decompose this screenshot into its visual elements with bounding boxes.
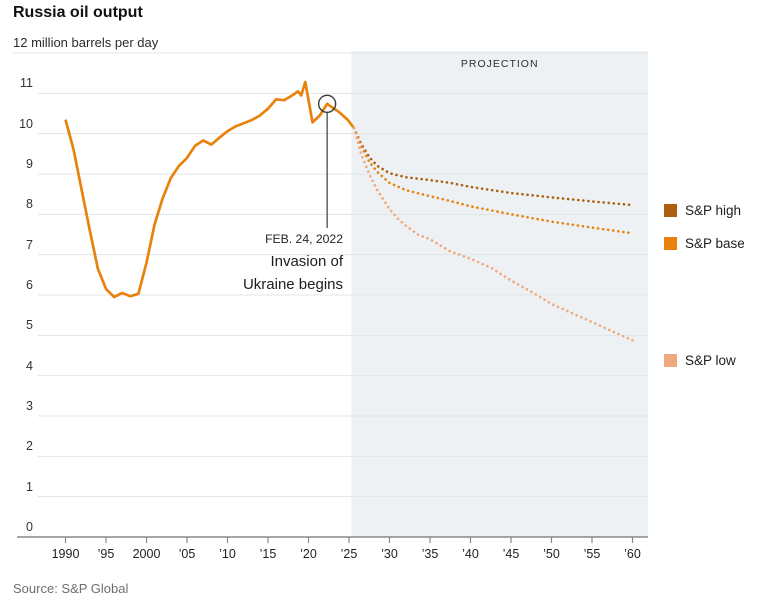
chart-title: Russia oil output: [13, 4, 143, 21]
y-tick-label: 3: [26, 399, 33, 413]
y-tick-label: 0: [26, 520, 33, 534]
annotation-text-line1: Invasion of: [270, 253, 343, 270]
x-tick-label: ’40: [462, 547, 479, 561]
y-tick-label: 11: [20, 76, 33, 91]
y-tick-label: 4: [26, 358, 33, 373]
series-line-historical: [64, 80, 355, 299]
x-tick-label: ’95: [97, 547, 115, 561]
event-circle-marker: [317, 94, 337, 114]
y-tick-label: 2: [26, 439, 33, 454]
series-line-s-p-low: [352, 126, 634, 342]
annotation-date: FEB. 24, 2022: [265, 232, 343, 246]
projection-region: [351, 51, 648, 537]
y-tick-label: 8: [26, 197, 33, 212]
legend-item-sp-base: S&P base: [664, 236, 745, 251]
legend-item-sp-low: S&P low: [664, 353, 736, 368]
sp-high-swatch: [664, 204, 677, 217]
sp-low-label: S&P low: [685, 353, 736, 368]
x-tick-label: 2000: [132, 547, 161, 561]
y-tick-label: 1: [26, 479, 33, 494]
y-tick-label: 10: [19, 116, 33, 131]
y-tick-label: 7: [26, 237, 33, 252]
x-tick-label: ’50: [543, 547, 560, 561]
sp-base-swatch: [664, 237, 677, 250]
y-tick-label: 9: [26, 157, 33, 171]
series-line-s-p-base: [352, 126, 634, 235]
sp-low-swatch: [664, 354, 677, 367]
x-tick-label: ’20: [300, 547, 317, 561]
x-tick-label: ’30: [381, 547, 398, 561]
sp-high-label: S&P high: [685, 203, 742, 218]
x-tick-label: ’35: [421, 547, 439, 561]
annotation-text-line2: Ukraine begins: [242, 276, 343, 293]
x-tick-label: ’45: [502, 547, 520, 561]
x-tick-label: ’25: [340, 547, 358, 561]
x-tick-label: ’60: [624, 547, 641, 561]
x-tick-label: ’10: [219, 547, 236, 561]
x-tick-label: ’05: [178, 547, 196, 561]
x-tick-label: ’55: [583, 547, 601, 561]
y-tick-label: 5: [26, 318, 33, 333]
y-tick-label: 6: [26, 278, 33, 292]
x-tick-label: ’15: [259, 547, 277, 561]
sp-base-label: S&P base: [685, 236, 745, 251]
legend-item-sp-high: S&P high: [664, 203, 741, 218]
projection-label: PROJECTION: [460, 58, 539, 70]
source-line: Source: S&P Global: [13, 581, 129, 596]
chart-subtitle-unit: 12 million barrels per day: [13, 35, 159, 50]
x-tick-label: 1990: [51, 547, 80, 561]
event-annotation: FEB. 24, 2022 Invasion of Ukraine begins: [243, 232, 343, 296]
